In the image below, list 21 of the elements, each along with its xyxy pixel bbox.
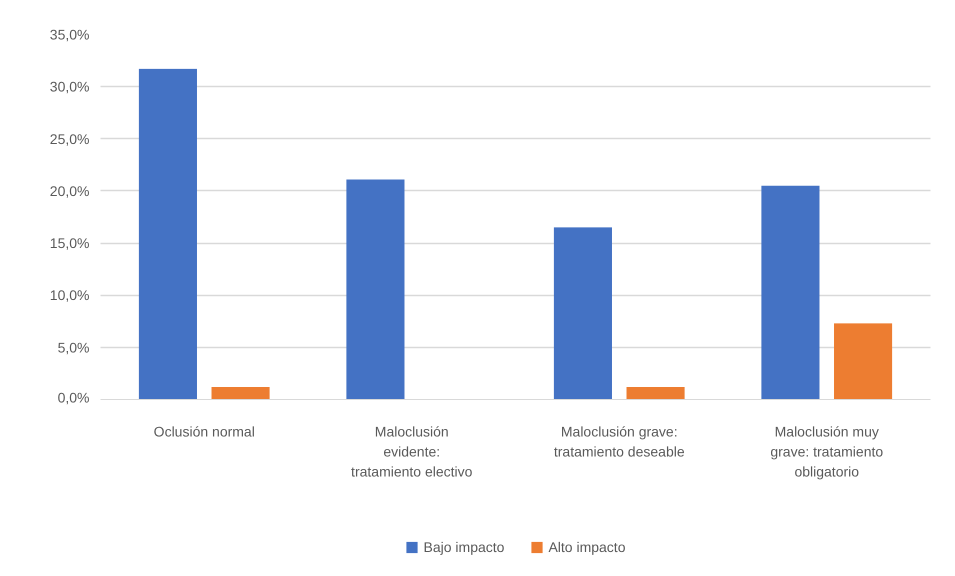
y-tick-label: 30,0% bbox=[50, 78, 90, 95]
y-tick-label: 25,0% bbox=[50, 130, 90, 147]
y-tick-label: 35,0% bbox=[50, 26, 90, 42]
y-tick-label: 15,0% bbox=[50, 235, 90, 252]
bar bbox=[138, 68, 197, 400]
y-tick-label: 5,0% bbox=[58, 339, 90, 356]
bar bbox=[761, 186, 820, 400]
bar bbox=[626, 386, 685, 400]
y-tick-label: 0,0% bbox=[58, 390, 90, 406]
y-tick-label: 10,0% bbox=[50, 287, 90, 304]
bar bbox=[346, 179, 404, 400]
bar bbox=[834, 323, 892, 400]
bar bbox=[212, 386, 270, 400]
legend-label: Alto impacto bbox=[548, 539, 626, 555]
x-tick-label: Oclusión normal bbox=[154, 424, 255, 440]
y-tick-label: 20,0% bbox=[50, 182, 90, 199]
x-tick-label: Maloclusión grave: tratamiento deseable bbox=[554, 424, 685, 460]
x-tick-label: Maloclusión muy grave: tratamiento obligatorio bbox=[770, 424, 884, 480]
x-tick-label: Maloclusión evidente: tratamiento electivo bbox=[351, 424, 473, 480]
legend-label: Bajo impacto bbox=[424, 539, 504, 555]
bar bbox=[554, 227, 612, 400]
